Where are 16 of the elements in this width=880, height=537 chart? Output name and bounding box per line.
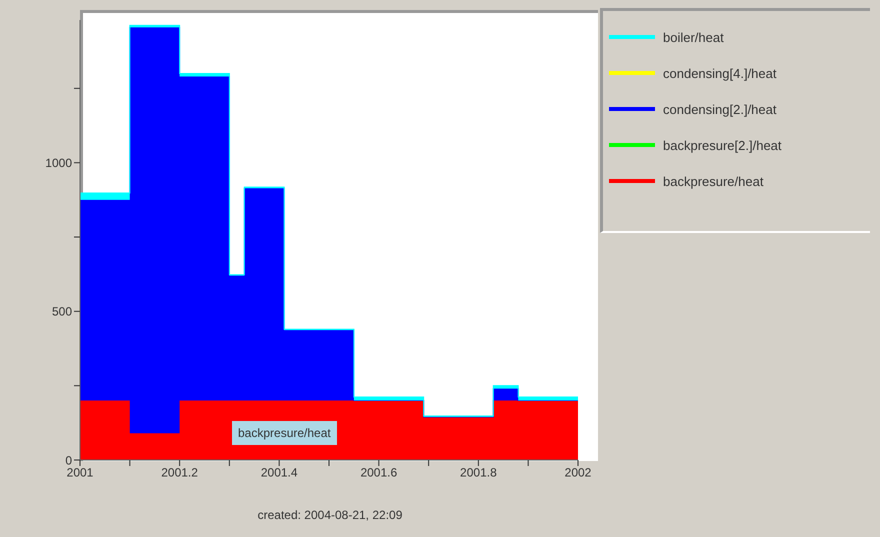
x-tick-label: 2001.8 (460, 466, 498, 480)
x-tick-label: 2001.2 (161, 466, 198, 480)
x-tick-label: 2001.4 (260, 466, 298, 480)
legend-label: condensing[2.]/heat (662, 100, 778, 119)
x-tick-label: 2001 (66, 466, 94, 480)
y-tick-label: 0 (65, 453, 72, 468)
text: created: 2004-08-21, 22:09 (256, 508, 404, 522)
y-tick-label: 1000 (45, 156, 72, 170)
legend-label: backpresure[2.]/heat (662, 136, 783, 155)
legend-label: condensing[4.]/heat (662, 64, 778, 83)
legend-label: backpresure/heat (662, 172, 764, 191)
legend-label: boiler/heat (662, 28, 725, 46)
x-tick-label: 2001.6 (360, 466, 398, 480)
x-tick-label: 2002 (564, 466, 592, 480)
y-tick-label: 500 (52, 304, 72, 319)
annotation: backpresure/heat (232, 421, 337, 445)
